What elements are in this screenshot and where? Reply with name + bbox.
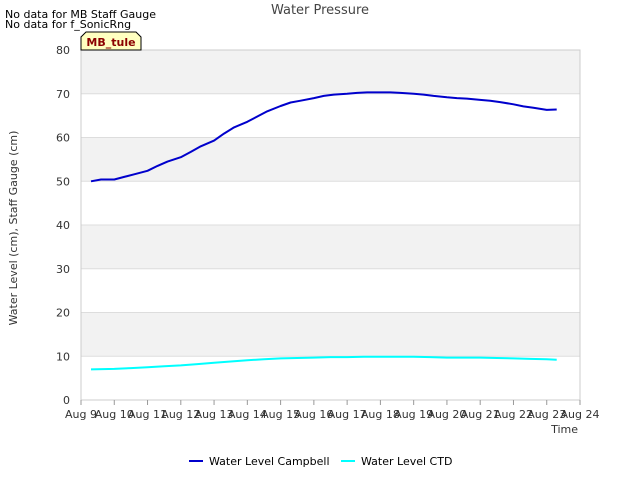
y-tick-label: 10 [56,350,70,363]
y-axis-label: Water Level (cm), Staff Gauge (cm) [7,131,20,326]
plot-band [81,312,580,357]
chart-title: Water Pressure [270,3,370,18]
y-tick-label: 30 [56,263,70,276]
site-badge: MB_tule [80,31,142,51]
site-badge-box [80,31,142,51]
y-tick-label: 80 [56,44,70,57]
legend: Water Level Campbell Water Level CTD [189,455,452,468]
x-tick-label: Aug 22 [494,408,533,421]
x-tick-label: Aug 11 [128,408,167,421]
x-tick-label: Aug 9 [65,408,97,421]
legend-label-campbell: Water Level Campbell [209,455,330,468]
x-tick-label: Aug 17 [328,408,367,421]
x-tick-label: Aug 24 [561,408,600,421]
y-tick-label: 0 [63,394,70,407]
plot-band [81,50,580,94]
no-data-note-sonic-rng: No data for f_SonicRng [5,18,132,31]
x-tick-label: Aug 23 [527,408,566,421]
x-axis-label: Time [550,423,578,436]
x-tick-label: Aug 20 [427,408,466,421]
x-tick-label: Aug 19 [394,408,433,421]
plot-band [81,137,580,182]
series-line-ctd [90,355,557,371]
legend-label-ctd: Water Level CTD [361,455,452,468]
y-tick-label: 40 [56,219,70,232]
plot-frame [80,49,581,401]
x-tick-label: Aug 13 [195,408,234,421]
y-tick-label: 70 [56,88,70,101]
y-tick-label: 60 [56,132,70,145]
x-tick-label: Aug 15 [261,408,300,421]
plot-bands [81,50,580,357]
no-data-note-staff-gauge: No data for MB Staff Gauge [5,8,156,21]
y-tick-label: 50 [56,175,70,188]
x-tick-label: Aug 10 [95,408,134,421]
site-badge-label: MB_tule [86,36,135,49]
plot-band [81,225,580,269]
x-tick-label: Aug 16 [294,408,333,421]
x-tick-label: Aug 18 [361,408,400,421]
x-tick-label: Aug 21 [461,408,500,421]
series-line-campbell [90,91,557,183]
y-tick-label: 20 [56,307,70,320]
series-lines [90,91,557,371]
x-tick-label: Aug 14 [228,408,267,421]
x-tick-label: Aug 12 [161,408,200,421]
y-axis-ticks: 0 10 20 30 40 50 60 70 80 [56,44,70,407]
